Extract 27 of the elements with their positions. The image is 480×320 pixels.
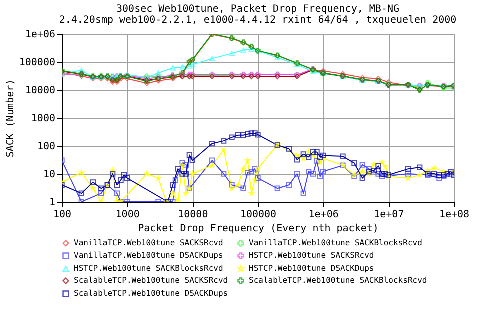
legend-label: VanillaTCP.Web100tune SACKBlocksRcvd xyxy=(249,238,423,248)
y-tick-label: 1e+06 xyxy=(25,30,56,40)
x-tick-label: 1e+06 xyxy=(308,210,339,220)
y-tick-label: 100 xyxy=(37,142,56,152)
y-tick-label: 10000 xyxy=(25,86,56,96)
legend-label: ScalableTCP.Web100tune SACKSRcvd xyxy=(74,276,228,285)
y-tick-label: 10 xyxy=(43,170,56,180)
x-tick-label: 1000 xyxy=(116,210,140,220)
x-tick-label: 1e+08 xyxy=(439,210,470,220)
legend-label: HSTCP.Web100tune SACKSRcvd xyxy=(249,251,374,260)
legend-label: HSTCP.Web100tune SACKBlocksRcvd xyxy=(74,264,224,273)
chart-subtitle: 2.4.20smp web100-2.2.1, e1000-4.4.12 rxint 64/64 , txqueuelen 2000 xyxy=(59,15,457,26)
legend-label: ScalableTCP.Web100tune SACKBlocksRcvd xyxy=(249,276,428,285)
legend-label: ScalableTCP.Web100tune DSACKDups xyxy=(74,289,228,298)
x-tick-label: 100000 xyxy=(240,210,277,220)
y-axis-title: SACK (Number) xyxy=(5,79,16,158)
y-tick-label: 1 xyxy=(49,198,56,208)
chart-title: 300sec Web100tune, Packet Drop Frequency, MB-NG xyxy=(116,4,400,15)
x-tick-label: 10000 xyxy=(178,210,208,220)
x-axis-title: Packet Drop Frequency (Every nth packet) xyxy=(138,224,379,234)
x-tick-label: 100 xyxy=(53,210,72,220)
legend-label: VanillaTCP.Web100tune SACKSRcvd xyxy=(74,238,224,248)
legend-label: HSTCP.Web100tune DSACKDups xyxy=(249,264,374,273)
y-tick-label: 1000 xyxy=(31,114,56,124)
x-tick-label: 1e+07 xyxy=(374,210,404,220)
legend-label: VanillaTCP.Web100tune DSACKDups xyxy=(74,251,224,260)
y-tick-label: 100000 xyxy=(19,58,56,68)
